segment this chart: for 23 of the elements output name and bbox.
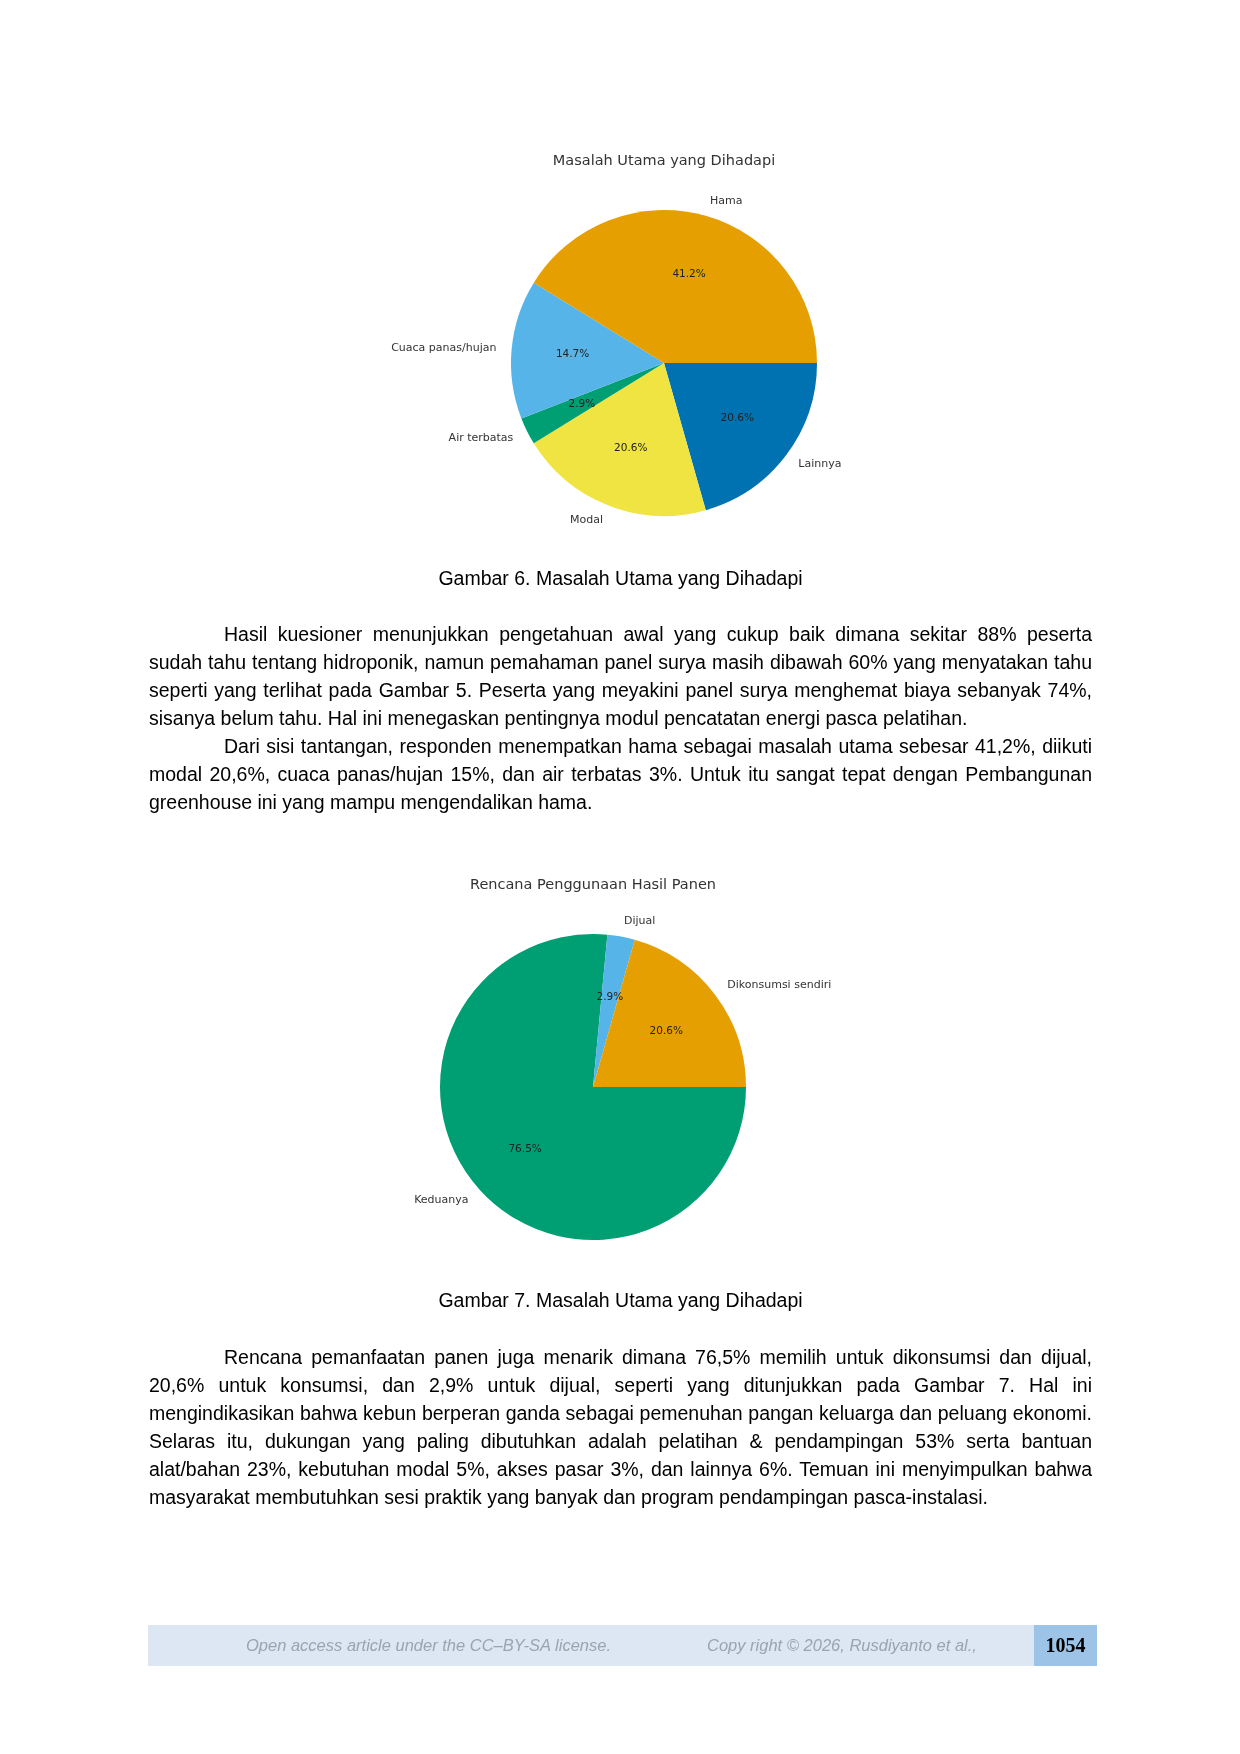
text: Dari sisi tantangan, responden menempatkan hama sebagai masalah utama sebesar 41,2%, diikuti modal 20,6%, cuaca panas/hujan 15%, dan air terbatas 3%. Untuk itu sangat tepat dengan Pembangunan greenhouse ini yang mampu mengendalikan hama. [149, 734, 1092, 815]
data-label: 14.7% [555, 347, 590, 360]
slice-label: Air terbatas [448, 430, 514, 444]
data-label: 41.2% [672, 267, 706, 280]
slice-label: Dijual [624, 914, 656, 928]
text: Rencana pemanfaatan panen juga menarik dimana 76,5% memilih untuk dikonsumsi dan dijual, 20,6% untuk konsumsi, dan 2,9% untuk dijual, seperti yang ditunjukkan pada Gambar 7. Hal ini mengindikasikan bahwa kebun berperan ganda sebagai pemenuhan pangan keluarga dan peluang ekonomi. Selaras itu, dukungan yang paling dibutuhkan adalah pelatihan & pendampingan 53% serta bantuan alat/bahan 23%, kebutuhan modal 5%, akses pasar 3%, dan lainnya 6%. Temuan ini menyimpulkan bahwa masyarakat membutuhkan sesi praktik yang banyak dan program pendampingan pasca-instalasi. [149, 1345, 1092, 1510]
chart-title: Rencana Penggunaan Hasil Panen [469, 875, 717, 892]
data-label: 2.9% [568, 396, 596, 409]
footer-band: Open access article under the CC–BY-SA license. Copy right © 2026, Rusdiyanto et al., 1054 [148, 1625, 1097, 1666]
text: Hasil kuesioner menunjukkan pengetahuan awal yang cukup baik dimana sekitar 88% peserta sudah tahu tentang hidroponik, namun pemahaman panel surya masih dibawah 60% yang menyatakan tahu seperti yang terlihat pada Gambar 5. Peserta yang meyakini panel surya menghemat biaya sebanyak 74%, sisanya belum tahu. Hal ini menegaskan pentingnya modul pencatatan energi pasca pelatihan. [149, 622, 1092, 731]
chart-title: Masalah Utama yang Dihadapi [552, 151, 776, 168]
slice-label: Cuaca panas/hujan [391, 340, 497, 354]
text: Gambar 7. Masalah Utama yang Dihadapi [437, 1288, 804, 1313]
data-label: 20.6% [614, 441, 648, 454]
data-label: 20.6% [720, 411, 754, 424]
slice-label: Dikonsumsi sendiri [727, 978, 832, 992]
text: Gambar 6. Masalah Utama yang Dihadapi [437, 566, 804, 591]
slice-label: Keduanya [414, 1193, 469, 1207]
slice-label: Modal [570, 512, 604, 526]
slice-label: Hama [709, 193, 743, 207]
data-label: 20.6% [649, 1024, 683, 1037]
data-label: 76.5% [508, 1141, 542, 1154]
slice-label: Lainnya [798, 457, 842, 471]
